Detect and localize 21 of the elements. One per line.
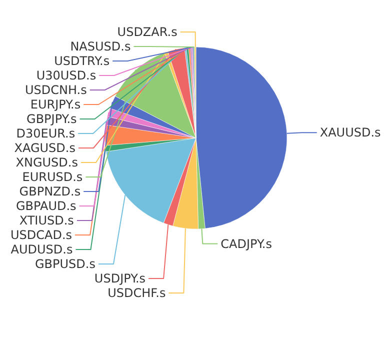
slice-label: USDCHF.s [108, 286, 166, 300]
slice-label: USDTRY.s [54, 54, 110, 68]
slice-label: AUDUSD.s [10, 242, 73, 256]
slice-label: XAGUSD.s [14, 141, 76, 155]
slice-label: GBPNZD.s [19, 184, 81, 198]
slice-label: USDZAR.s [117, 25, 178, 39]
slice-label: USDJPY.s [94, 272, 146, 286]
slice-label: EURJPY.s [30, 98, 81, 112]
slice-label: XTIUSD.s [19, 214, 74, 228]
slice-label: USDCAD.s [10, 228, 72, 242]
slice-label: XNGUSD.s [16, 156, 78, 170]
slice-label: GBPJPY.s [26, 112, 77, 126]
slice-label: XAUUSD.s [320, 126, 381, 140]
slice-label: GBPAUD.s [16, 199, 76, 213]
slice-label: CADJPY.s [220, 236, 272, 251]
slice-label: USDCNH.s [24, 83, 87, 97]
slice-label: GBPUSD.s [35, 257, 96, 271]
slice-label: EURUSD.s [22, 170, 83, 184]
slice-label: U30USD.s [36, 68, 96, 82]
slice-label: NASUSD.s [70, 40, 131, 54]
slice-label: D30EUR.s [16, 126, 76, 140]
